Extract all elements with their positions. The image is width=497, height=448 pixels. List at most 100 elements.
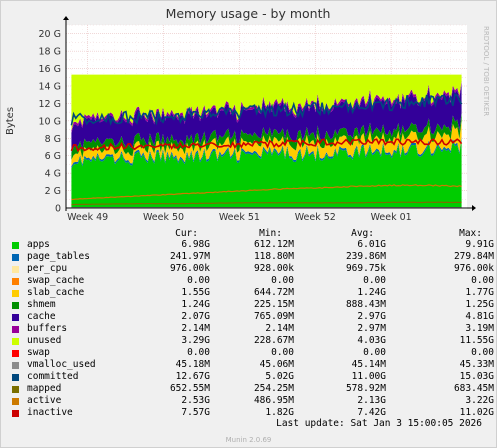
- legend-min: 45.06M: [259, 359, 294, 370]
- legend-min: 254.25M: [253, 383, 294, 394]
- legend-name: unused: [27, 335, 62, 346]
- legend-avg: 45.14M: [351, 359, 386, 370]
- legend-swatch: [12, 266, 19, 273]
- legend-cur: 0.00: [187, 347, 210, 358]
- x-tick-label: Week 49: [67, 212, 108, 223]
- legend-avg: 239.86M: [345, 251, 386, 262]
- y-tick-label: 10 G: [39, 116, 61, 127]
- legend-max: 279.84M: [453, 251, 494, 262]
- legend-min: 0.00: [271, 347, 294, 358]
- legend-avg: 2.97G: [357, 311, 386, 322]
- legend-min: 644.72M: [253, 287, 294, 298]
- chart-title: Memory usage - by month: [166, 6, 331, 21]
- legend-swatch: [12, 410, 19, 417]
- legend-swatch: [12, 278, 19, 285]
- legend-max: 4.81G: [465, 311, 494, 322]
- legend-min: 928.00k: [253, 263, 294, 274]
- area-apps: [71, 138, 462, 208]
- legend-max: 15.03G: [459, 371, 494, 382]
- legend-swatch: [12, 374, 19, 381]
- area-shmem: [71, 112, 462, 160]
- legend-swatch: [12, 254, 19, 261]
- y-tick-label: 16 G: [39, 64, 61, 75]
- y-tick-label: 20 G: [39, 29, 61, 40]
- legend-max: 976.00k: [453, 263, 494, 274]
- legend-swatch: [12, 350, 19, 357]
- y-tick-label: 18 G: [39, 47, 61, 58]
- legend-min: 765.09M: [253, 311, 294, 322]
- legend-cur: 3.29G: [181, 335, 210, 346]
- legend-name: active: [27, 395, 62, 406]
- legend-max: 11.55G: [459, 335, 494, 346]
- legend-swatch: [12, 398, 19, 405]
- legend-swatch: [12, 362, 19, 369]
- x-tick-label: Week 01: [371, 212, 412, 223]
- legend-avg: 6.01G: [357, 239, 386, 250]
- legend-min: 0.00: [271, 275, 294, 286]
- legend-name: mapped: [27, 383, 62, 394]
- x-tick-label: Week 52: [295, 212, 336, 223]
- legend-min: 486.95M: [253, 395, 294, 406]
- legend-name: page_tables: [27, 251, 90, 262]
- axes: [63, 16, 476, 211]
- legend-cur: 0.00: [187, 275, 210, 286]
- area-buffers: [71, 80, 462, 133]
- legend-name: apps: [27, 239, 50, 250]
- legend-max: 3.22G: [465, 395, 494, 406]
- legend-name: slab_cache: [27, 287, 85, 298]
- legend-avg: 969.75k: [345, 263, 386, 274]
- legend-max: 1.25G: [465, 299, 494, 310]
- area-page-tables: [71, 136, 462, 169]
- legend-cur: 2.53G: [181, 395, 210, 406]
- y-axis-arrow: [63, 16, 69, 20]
- munin-version: Munin 2.0.69: [225, 436, 272, 444]
- legend-swatch: [12, 290, 19, 297]
- legend-name: swap_cache: [27, 275, 85, 286]
- legend-header-cur: Cur:: [175, 228, 198, 239]
- legend-cur: 2.07G: [181, 311, 210, 322]
- legend-avg: 0.00: [363, 347, 386, 358]
- legend-max: 9.91G: [465, 239, 494, 250]
- legend-name: inactive: [27, 407, 73, 418]
- y-tick-label: 2 G: [45, 186, 61, 197]
- y-tick-label: 0: [55, 204, 61, 215]
- legend-max: 3.19M: [465, 323, 494, 334]
- legend-name: shmem: [27, 299, 56, 310]
- legend-max: 45.33M: [459, 359, 494, 370]
- legend-cur: 652.55M: [169, 383, 210, 394]
- legend-min: 225.15M: [253, 299, 294, 310]
- last-update: Last update: Sat Jan 3 15:00:05 2026: [276, 418, 482, 429]
- legend-min: 118.80M: [253, 251, 294, 262]
- y-tick-label: 4 G: [45, 169, 61, 180]
- area-cache: [71, 83, 462, 153]
- legend-cur: 6.98G: [181, 239, 210, 250]
- y-axis-label: Bytes: [5, 107, 16, 135]
- legend-swatch: [12, 242, 19, 249]
- legend-name: buffers: [27, 323, 68, 334]
- legend-avg: 0.00: [363, 275, 386, 286]
- legend-min: 5.02G: [265, 371, 294, 382]
- legend-name: committed: [27, 371, 79, 382]
- legend-cur: 45.18M: [175, 359, 210, 370]
- legend-cur: 241.97M: [169, 251, 210, 262]
- y-tick-label: 12 G: [39, 99, 61, 110]
- legend-name: swap: [27, 347, 50, 358]
- legend-cur: 1.24G: [181, 299, 210, 310]
- line-inactive: [70, 138, 463, 153]
- legend-name: per_cpu: [27, 263, 68, 274]
- legend-avg: 578.92M: [345, 383, 386, 394]
- line-committed: [70, 92, 463, 126]
- legend-avg: 2.97M: [357, 323, 386, 334]
- legend-swatch: [12, 302, 19, 309]
- legend-avg: 4.03G: [357, 335, 386, 346]
- legend-max: 0.00: [471, 275, 494, 286]
- legend-cur: 2.14M: [181, 323, 210, 334]
- legend-avg: 7.42G: [357, 407, 386, 418]
- legend-avg: 2.13G: [357, 395, 386, 406]
- legend-header-max: Max:: [459, 228, 482, 239]
- legend-name: cache: [27, 311, 56, 322]
- legend-cur: 7.57G: [181, 407, 210, 418]
- area-unused: [71, 74, 462, 131]
- legend-swatch: [12, 314, 19, 321]
